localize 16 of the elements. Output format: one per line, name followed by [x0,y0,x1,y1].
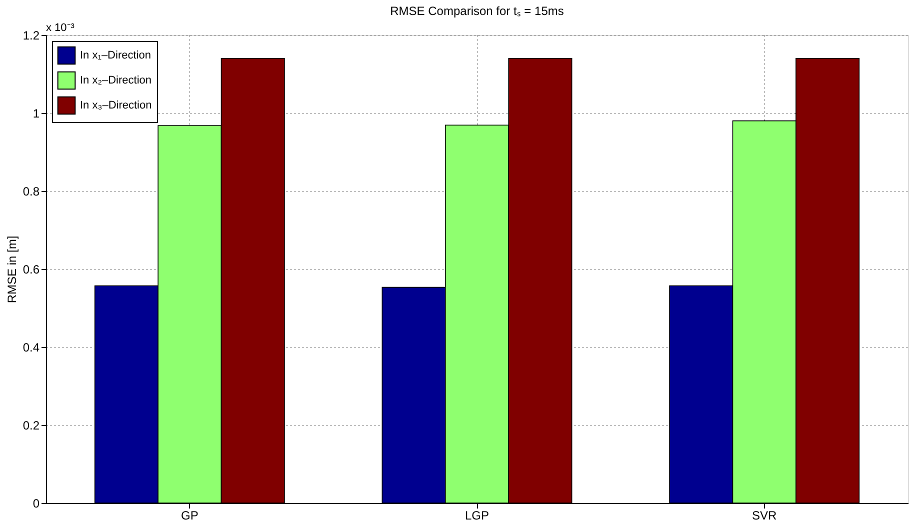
x-tick-label: SVR [752,508,777,522]
y-tick-label: 1.2 [22,28,40,42]
y-tick-label: 0.4 [22,340,40,354]
x-tick-label: GP [180,508,198,522]
text: x 10⁻³ [46,22,75,34]
x-tick-label: LGP [464,508,490,522]
y-tick-label: 0.2 [22,418,40,432]
legend-label: In x₁–Direction [80,50,151,62]
chart-title: RMSE Comparison for tₛ = 15ms [390,4,564,18]
y-tick-label: 0 [32,496,40,510]
y-axis-title: RMSE in [m] [4,236,19,304]
legend-label: In x₃–Direction [80,100,152,112]
legend-label: In x₂–Direction [80,74,152,86]
y-tick-label: 0.6 [22,262,40,276]
y-tick-label: 0.8 [22,184,40,198]
y-tick-label: 1 [32,106,40,120]
